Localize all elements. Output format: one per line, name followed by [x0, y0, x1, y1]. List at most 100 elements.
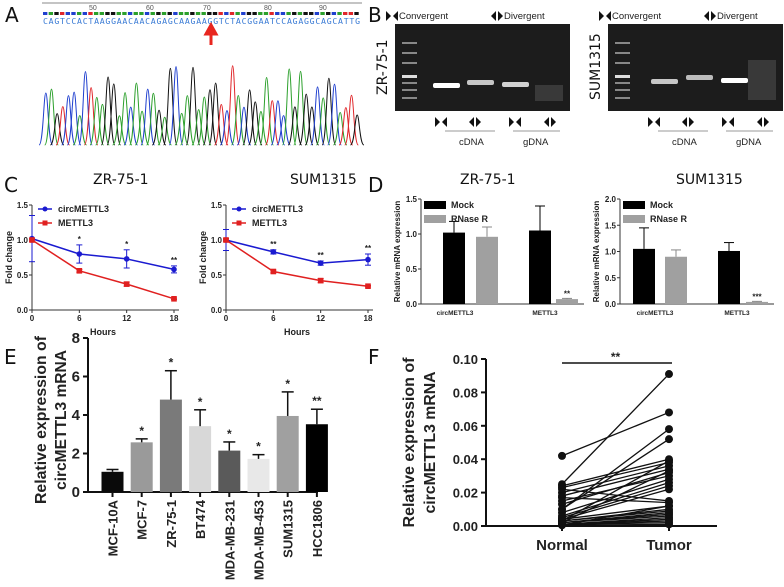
- tumor-point: [665, 425, 673, 434]
- chromatogram-peak: [168, 66, 184, 146]
- bar: [276, 415, 299, 492]
- divergent-primer-icon: [764, 117, 769, 127]
- base-quality-box: [139, 12, 144, 15]
- convergent-primer-icon: [599, 11, 604, 21]
- base-quality-box: [105, 12, 110, 15]
- chart-title: ZR-75-1: [460, 172, 516, 188]
- ruler-tick-label: 80: [264, 5, 272, 12]
- ladder-band: [615, 75, 630, 78]
- divergent-primer-icon: [469, 117, 474, 127]
- convergent-primer-icon: [516, 117, 521, 127]
- gel-smear: [748, 60, 776, 100]
- chromatogram-peak: [349, 114, 365, 146]
- bar-rnase-r: [476, 236, 498, 304]
- cell-line-label: ZR-75-1: [375, 39, 391, 95]
- panel-label-a: A: [5, 3, 19, 27]
- y-tick-label: 0.04: [453, 452, 479, 467]
- chromatogram-peak: [247, 101, 263, 146]
- divergent-primer-icon: [476, 117, 481, 127]
- ladder-band: [615, 97, 630, 99]
- divergent-primer-icon: [491, 11, 496, 21]
- base-quality-box: [275, 12, 280, 15]
- bar: [189, 426, 212, 492]
- ladder-band: [402, 62, 417, 64]
- base-quality-box: [88, 12, 93, 15]
- significance-marker: **: [270, 240, 277, 249]
- y-tick-label: 0.0: [605, 300, 617, 309]
- divergent-primer-icon: [689, 117, 694, 127]
- gel-band: [502, 82, 529, 87]
- y-tick-label: 0.0: [17, 306, 29, 315]
- base-quality-box: [263, 12, 269, 15]
- convergent-label: Convergent: [612, 11, 661, 22]
- base-quality-box: [133, 12, 138, 15]
- chromatogram-peak: [219, 110, 235, 146]
- data-point: [76, 251, 83, 257]
- significance-marker: **: [564, 289, 571, 298]
- data-point: [270, 268, 277, 275]
- x-tick-label: MCF-10A: [106, 499, 121, 556]
- y-tick-label: 8: [72, 330, 80, 347]
- paired-line: [561, 485, 670, 519]
- chromatogram-peak: [180, 95, 195, 146]
- bar: [218, 450, 241, 492]
- ladder-band: [615, 62, 630, 64]
- chart-title: SUM1315: [676, 172, 743, 188]
- base-quality-box: [235, 12, 240, 15]
- gdna-label: gDNA: [523, 137, 549, 148]
- gel-band: [651, 79, 678, 84]
- cdna-label: cDNA: [459, 137, 484, 148]
- paired-line: [561, 522, 670, 525]
- y-axis-label: circMETTL3 mRNA: [53, 350, 70, 490]
- normal-point: [558, 451, 566, 460]
- data-point: [123, 256, 130, 262]
- ruler-tick-label: 70: [203, 5, 211, 12]
- base-quality-box: [337, 12, 342, 15]
- base-quality-box: [54, 12, 59, 15]
- significance-marker: *: [78, 235, 82, 244]
- bar-mock: [633, 248, 655, 304]
- y-tick-label: 2: [72, 446, 80, 463]
- paired-line: [561, 461, 670, 489]
- tumor-point: [665, 501, 673, 510]
- base-quality-box: [348, 12, 354, 15]
- paired-line: [561, 478, 670, 514]
- bar: [247, 458, 270, 492]
- base-quality-box: [343, 12, 348, 15]
- ruler-tick-label: 90: [319, 5, 327, 12]
- x-tick-label: 12: [122, 314, 131, 323]
- x-tick-label: HCC1806: [310, 500, 325, 557]
- base-quality-box: [292, 12, 297, 15]
- legend-label: circMETTL3: [58, 204, 109, 214]
- ladder-band: [615, 52, 630, 54]
- base-quality-box: [178, 12, 184, 15]
- panel-label-f: F: [368, 345, 380, 369]
- chromatogram-peak: [117, 92, 133, 146]
- y-tick-label: 0.00: [453, 519, 478, 534]
- paired-line: [561, 438, 670, 510]
- bar-mock: [529, 230, 551, 304]
- legend-swatch: [623, 215, 645, 223]
- legend-label: RNase R: [451, 214, 489, 224]
- chromatogram-peak: [66, 91, 82, 146]
- paired-line: [561, 471, 670, 505]
- chromatogram-peak: [174, 112, 189, 146]
- ladder-band: [402, 52, 417, 54]
- chromatogram-peak: [106, 83, 122, 146]
- convergent-label: Convergent: [399, 11, 448, 22]
- data-point: [270, 249, 277, 255]
- chromatogram-peak: [259, 76, 274, 146]
- y-axis-label: Relative expression of: [401, 357, 418, 528]
- chromatogram-peak: [44, 88, 59, 146]
- base-quality-box: [116, 12, 121, 15]
- bar-rnase-r: [746, 301, 768, 304]
- paired-line: [561, 523, 670, 526]
- base-quality-box: [258, 12, 263, 15]
- chromatogram-peak: [78, 71, 93, 146]
- y-axis-label: Relative mRNA expression: [592, 201, 601, 303]
- y-tick-label: 1.5: [211, 201, 223, 210]
- paired-line: [561, 411, 670, 457]
- bar-mock: [443, 232, 465, 304]
- y-tick-label: 1.5: [17, 201, 29, 210]
- chromatogram-peak: [49, 113, 65, 146]
